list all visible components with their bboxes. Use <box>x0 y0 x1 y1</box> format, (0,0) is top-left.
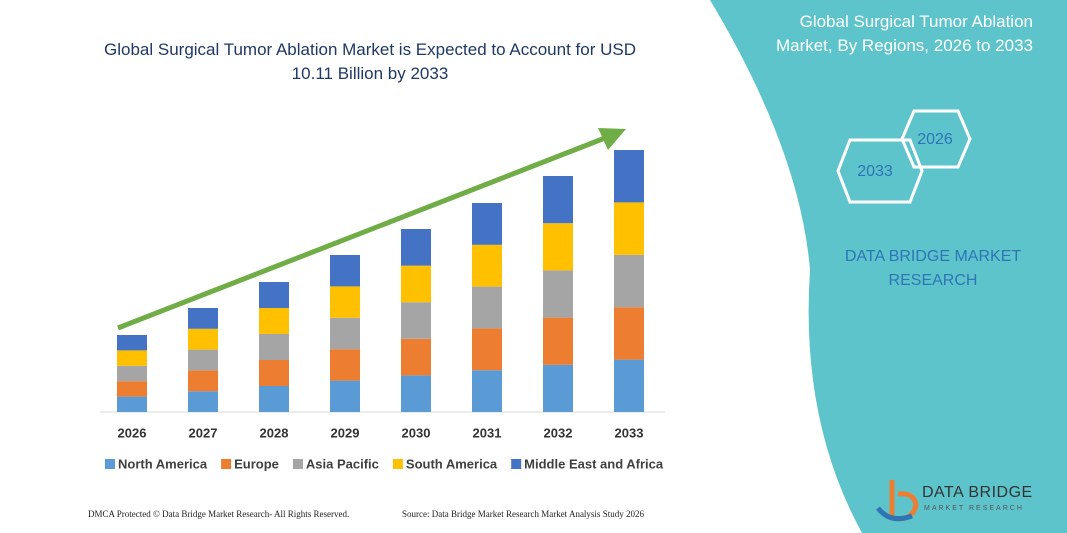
bar-segment <box>472 370 502 412</box>
x-tick-label: 2028 <box>260 425 289 440</box>
bar-segment <box>543 270 573 318</box>
bar-segment <box>330 255 360 287</box>
footer-left: DMCA Protected © Data Bridge Market Rese… <box>88 509 350 519</box>
hexagon <box>836 138 924 204</box>
bar-segment <box>401 229 431 266</box>
bar-segment <box>330 286 360 318</box>
bar-segment <box>259 334 289 360</box>
x-tick-label: 2032 <box>544 425 573 440</box>
x-tick-label: 2029 <box>331 425 360 440</box>
bar-segment <box>259 360 289 386</box>
bar-segment <box>117 396 147 412</box>
bar-segment <box>188 308 218 329</box>
bar-segment <box>188 328 218 350</box>
legend-swatch <box>511 459 522 469</box>
bar-segment <box>472 328 502 371</box>
bar-segment <box>543 364 573 412</box>
bar-segment <box>117 365 147 382</box>
bar-segment <box>188 349 218 371</box>
bar-segment <box>330 317 360 350</box>
bar-segment <box>401 265 431 303</box>
bar-segment <box>472 244 502 287</box>
bar-segment <box>614 307 644 360</box>
footer-right: Source: Data Bridge Market Research Mark… <box>402 509 644 519</box>
arrow-head <box>598 128 626 150</box>
bar-segment <box>614 150 644 203</box>
bar-segment <box>543 223 573 271</box>
bar-segment <box>614 359 644 412</box>
hex-label: 2026 <box>917 131 953 148</box>
bar-segment <box>117 335 147 351</box>
bar-segment <box>188 391 218 412</box>
bar-segment <box>401 338 431 376</box>
x-tick-label: 2027 <box>189 425 218 440</box>
bar-segment <box>614 202 644 255</box>
bar-segment <box>188 370 218 392</box>
bar-segment <box>330 349 360 381</box>
legend-label: South America <box>406 456 498 471</box>
legend-swatch <box>221 459 232 469</box>
x-tick-label: 2030 <box>402 425 431 440</box>
logo-mark <box>876 506 913 522</box>
x-tick-label: 2033 <box>615 425 644 440</box>
bar-segment <box>543 176 573 224</box>
legend-swatch <box>292 459 303 469</box>
brand: DATA BRIDGE MARKET RESEARCH <box>844 248 1022 289</box>
panel-title: Global Surgical Tumor Ablation Market, B… <box>775 12 1033 55</box>
side-panel <box>710 0 1067 533</box>
bar-segment <box>330 380 360 412</box>
bar-segment <box>614 254 644 308</box>
bar-segment <box>401 302 431 339</box>
legend-label: Asia Pacific <box>306 456 379 471</box>
logo-tagline: MARKET RESEARCH <box>924 505 1024 512</box>
legend-swatch <box>105 459 115 469</box>
bar-segment <box>543 317 573 365</box>
bar-segment <box>259 386 289 412</box>
bar-segment <box>259 308 289 334</box>
hexagon <box>900 109 972 169</box>
legend-label: North America <box>118 456 208 471</box>
legend-label: Europe <box>234 456 279 471</box>
bar-segment <box>117 350 147 366</box>
logo-name: DATA BRIDGE <box>922 484 1033 501</box>
bar-segment <box>472 203 502 245</box>
bar-segment <box>259 282 289 308</box>
x-tick-label: 2031 <box>473 425 502 440</box>
bar-segment <box>472 286 502 329</box>
x-tick-label: 2026 <box>118 425 147 440</box>
bar-segment <box>117 381 147 397</box>
legend-label: Middle East and Africa <box>524 456 664 471</box>
trend-arrow <box>117 135 606 331</box>
chart-title: Global Surgical Tumor Ablation Market is… <box>104 40 636 83</box>
bar-segment <box>401 375 431 412</box>
legend-swatch <box>392 459 403 469</box>
hex-label: 2033 <box>857 163 893 180</box>
